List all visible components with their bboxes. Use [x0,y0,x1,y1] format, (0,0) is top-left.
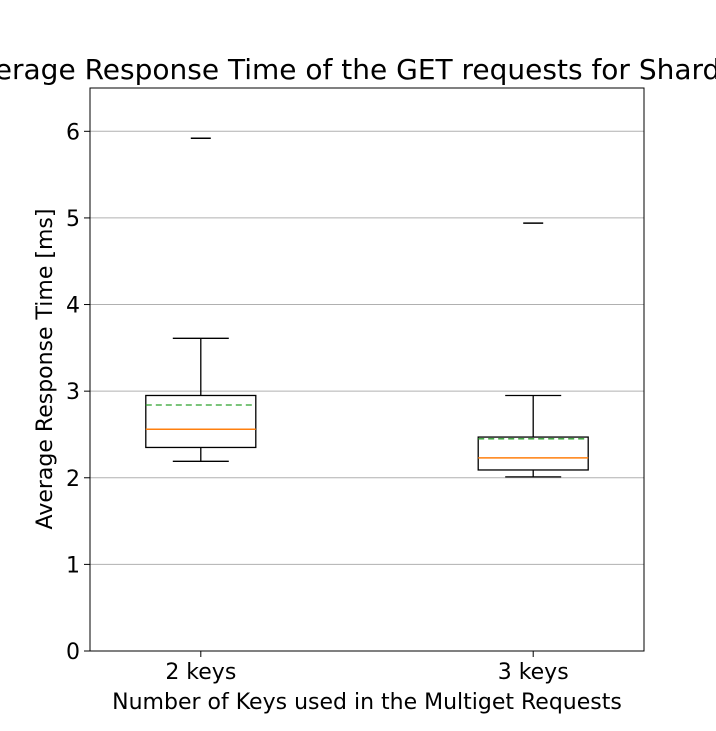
x-axis-ticks: 2 keys 3 keys [165,651,569,685]
y-axis-ticks: 0 1 2 3 4 5 6 [66,120,90,665]
chart-title: Average Response Time of the GET request… [0,53,716,86]
y-axis-label: Average Response Time [ms] [33,209,58,530]
box-iqr [145,394,257,449]
y-tick-label: 5 [66,207,80,232]
y-tick-label: 6 [66,120,80,145]
x-tick-label: 3 keys [498,660,569,685]
x-axis-label: Number of Keys used in the Multiget Requ… [112,690,622,715]
y-tick-label: 2 [66,467,80,492]
grid-lines [90,130,644,565]
x-tick-label: 2 keys [165,660,236,685]
box-iqr [477,436,589,471]
box-series [145,137,589,478]
box-1 [145,137,257,462]
y-tick-label: 0 [66,640,80,665]
y-tick-label: 1 [66,553,80,578]
y-tick-label: 4 [66,294,80,319]
plot-area-frame [89,87,645,652]
box-2 [477,222,589,478]
y-tick-label: 3 [66,380,80,405]
